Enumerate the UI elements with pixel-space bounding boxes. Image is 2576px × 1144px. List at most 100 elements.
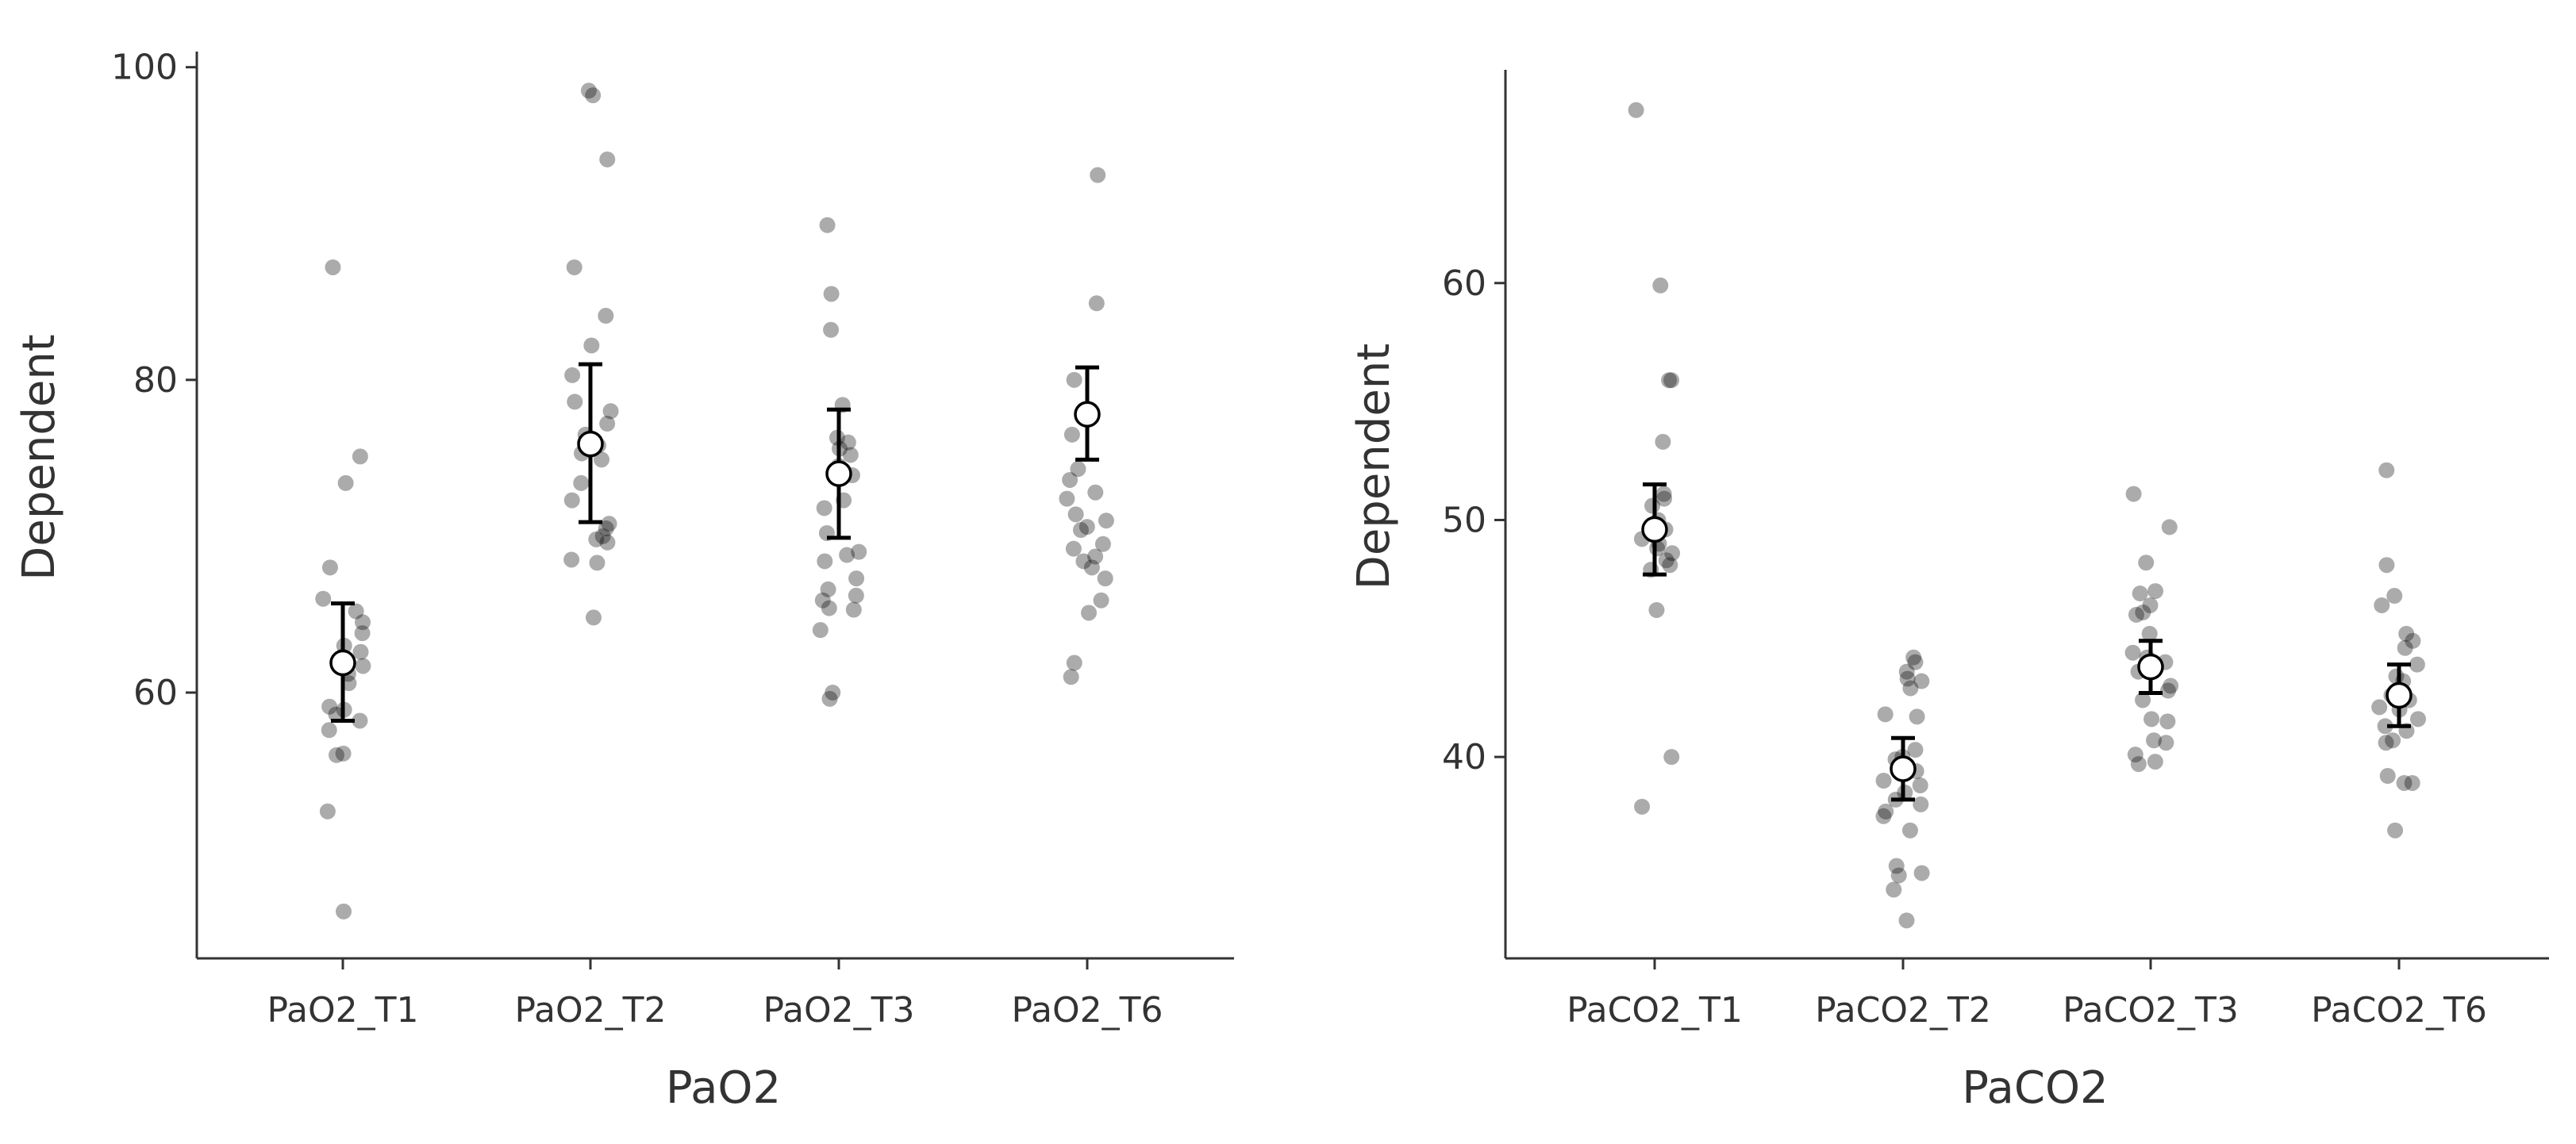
paco2-data-point (2374, 597, 2390, 613)
pao2-x-tick-label: PaO2_T6 (1011, 990, 1163, 1031)
paco2-data-point (1664, 545, 1681, 562)
paco2-data-point (1898, 912, 1915, 929)
paco2-data-point (2125, 486, 2142, 502)
pao2-data-point (588, 531, 605, 547)
paco2-data-point (2371, 699, 2388, 716)
pao2-data-point (1097, 570, 1113, 587)
pao2-data-point (599, 151, 616, 167)
pao2-mean-marker (329, 649, 356, 677)
paco2-data-point (2396, 774, 2413, 791)
paco2-data-point (1663, 372, 1680, 389)
paco2-data-point (1898, 663, 1915, 680)
pao2-data-point (602, 403, 619, 420)
paco2-data-point (2387, 822, 2404, 839)
paco2-data-point (2159, 713, 2176, 730)
pao2-y-axis-title: Dependent (13, 334, 65, 581)
pao2-data-point (601, 516, 617, 532)
pao2-data-point (335, 745, 352, 762)
pao2-data-point (1065, 540, 1082, 557)
pao2-data-point (348, 603, 364, 620)
pao2-data-point (315, 590, 332, 607)
paco2-data-point (2378, 735, 2394, 751)
pao2-data-point (352, 448, 368, 465)
pao2-data-point (1066, 655, 1082, 671)
paco2-y-tick-label: 40 (1442, 737, 1486, 777)
pao2-data-point (580, 83, 597, 99)
paco2-mean-marker (2386, 681, 2413, 709)
pao2-data-point (1067, 506, 1084, 523)
pao2-data-point (594, 528, 611, 544)
pao2-data-point (1090, 167, 1106, 183)
pao2-data-point (1087, 484, 1104, 501)
pao2-data-point (594, 451, 610, 468)
paco2-data-point (1875, 808, 1892, 824)
paco2-data-point (1658, 552, 1674, 569)
pao2-data-point (845, 601, 862, 618)
pao2-data-point (355, 614, 371, 631)
pao2-data-point (848, 570, 865, 587)
pao2-data-point (821, 600, 837, 616)
pao2-data-point (1094, 536, 1111, 552)
pao2-data-point (823, 321, 840, 338)
pao2-data-point (839, 547, 855, 563)
pao2-mean-marker (825, 460, 852, 487)
pao2-mean-marker (577, 430, 604, 458)
paco2-data-point (2161, 519, 2178, 536)
paco2-data-point (1913, 673, 1930, 689)
paco2-data-point (2158, 735, 2174, 751)
paco2-x-tick-label: PaCO2_T6 (2311, 990, 2487, 1031)
pao2-data-point (1063, 426, 1080, 443)
pao2-data-point (1081, 605, 1098, 621)
pao2-y-tick-label: 80 (133, 360, 178, 401)
pao2-data-point (598, 308, 614, 324)
pao2-data-point (329, 747, 345, 763)
pao2-data-point (840, 434, 856, 451)
paco2-data-point (2398, 625, 2415, 642)
paco2-data-point (2135, 692, 2151, 708)
paco2-mean-marker (1890, 755, 1917, 782)
pao2-data-point (848, 587, 864, 604)
paco2-data-point (1909, 708, 1925, 725)
pao2-data-point (598, 520, 614, 537)
paco2-mean-marker (2137, 653, 2164, 681)
paco2-data-point (2146, 732, 2163, 749)
pao2-data-point (1075, 553, 1092, 570)
pao2-data-point (823, 286, 840, 302)
paco2-data-point (2142, 597, 2159, 613)
pao2-x-tick-label: PaO2_T3 (763, 990, 914, 1031)
pao2-data-point (585, 87, 602, 104)
paco2-data-point (2147, 583, 2164, 600)
paco2-data-point (2378, 462, 2395, 478)
pao2-data-point (1087, 548, 1104, 565)
paco2-data-point (1663, 749, 1680, 766)
paco2-data-point (1888, 858, 1905, 874)
paco2-data-point (2378, 557, 2395, 574)
pao2-data-point (812, 622, 829, 639)
pao2-y-tick-label: 100 (111, 48, 178, 88)
paco2-data-point (1661, 372, 1678, 389)
paco2-data-point (1907, 654, 1924, 670)
pao2-data-point (589, 555, 606, 571)
pao2-data-point (1066, 371, 1082, 388)
pao2-data-point (1083, 559, 1100, 576)
paco2-data-point (2138, 555, 2155, 571)
pao2-data-point (1078, 519, 1095, 536)
pao2-data-point (352, 643, 369, 660)
pao2-data-point (1093, 592, 1109, 608)
pao2-data-point (321, 722, 337, 739)
paco2-data-point (2127, 747, 2143, 763)
paco2-panel: 40 50 60 PaCO2_T1 PaCO2_T2 PaCO2_T3 PaCO2_T6 Pa… (1348, 70, 2549, 1114)
pao2-x-tick-label: PaO2_T2 (514, 990, 666, 1031)
pao2-data-point (814, 592, 831, 608)
paco2-data-point (2404, 774, 2420, 791)
paco2-data-point (1655, 486, 1672, 502)
pao2-data-point (583, 337, 600, 354)
paco2-data-point (2143, 711, 2160, 727)
paco2-data-point (1655, 433, 1671, 450)
paco2-y-axis-title: Dependent (1348, 344, 1400, 590)
paco2-data-point (1628, 102, 1644, 118)
paco2-x-tick-label: PaCO2_T2 (1815, 990, 1991, 1031)
pao2-data-point (821, 690, 838, 707)
pao2-data-point (1062, 471, 1078, 488)
pao2-data-point (325, 259, 341, 275)
